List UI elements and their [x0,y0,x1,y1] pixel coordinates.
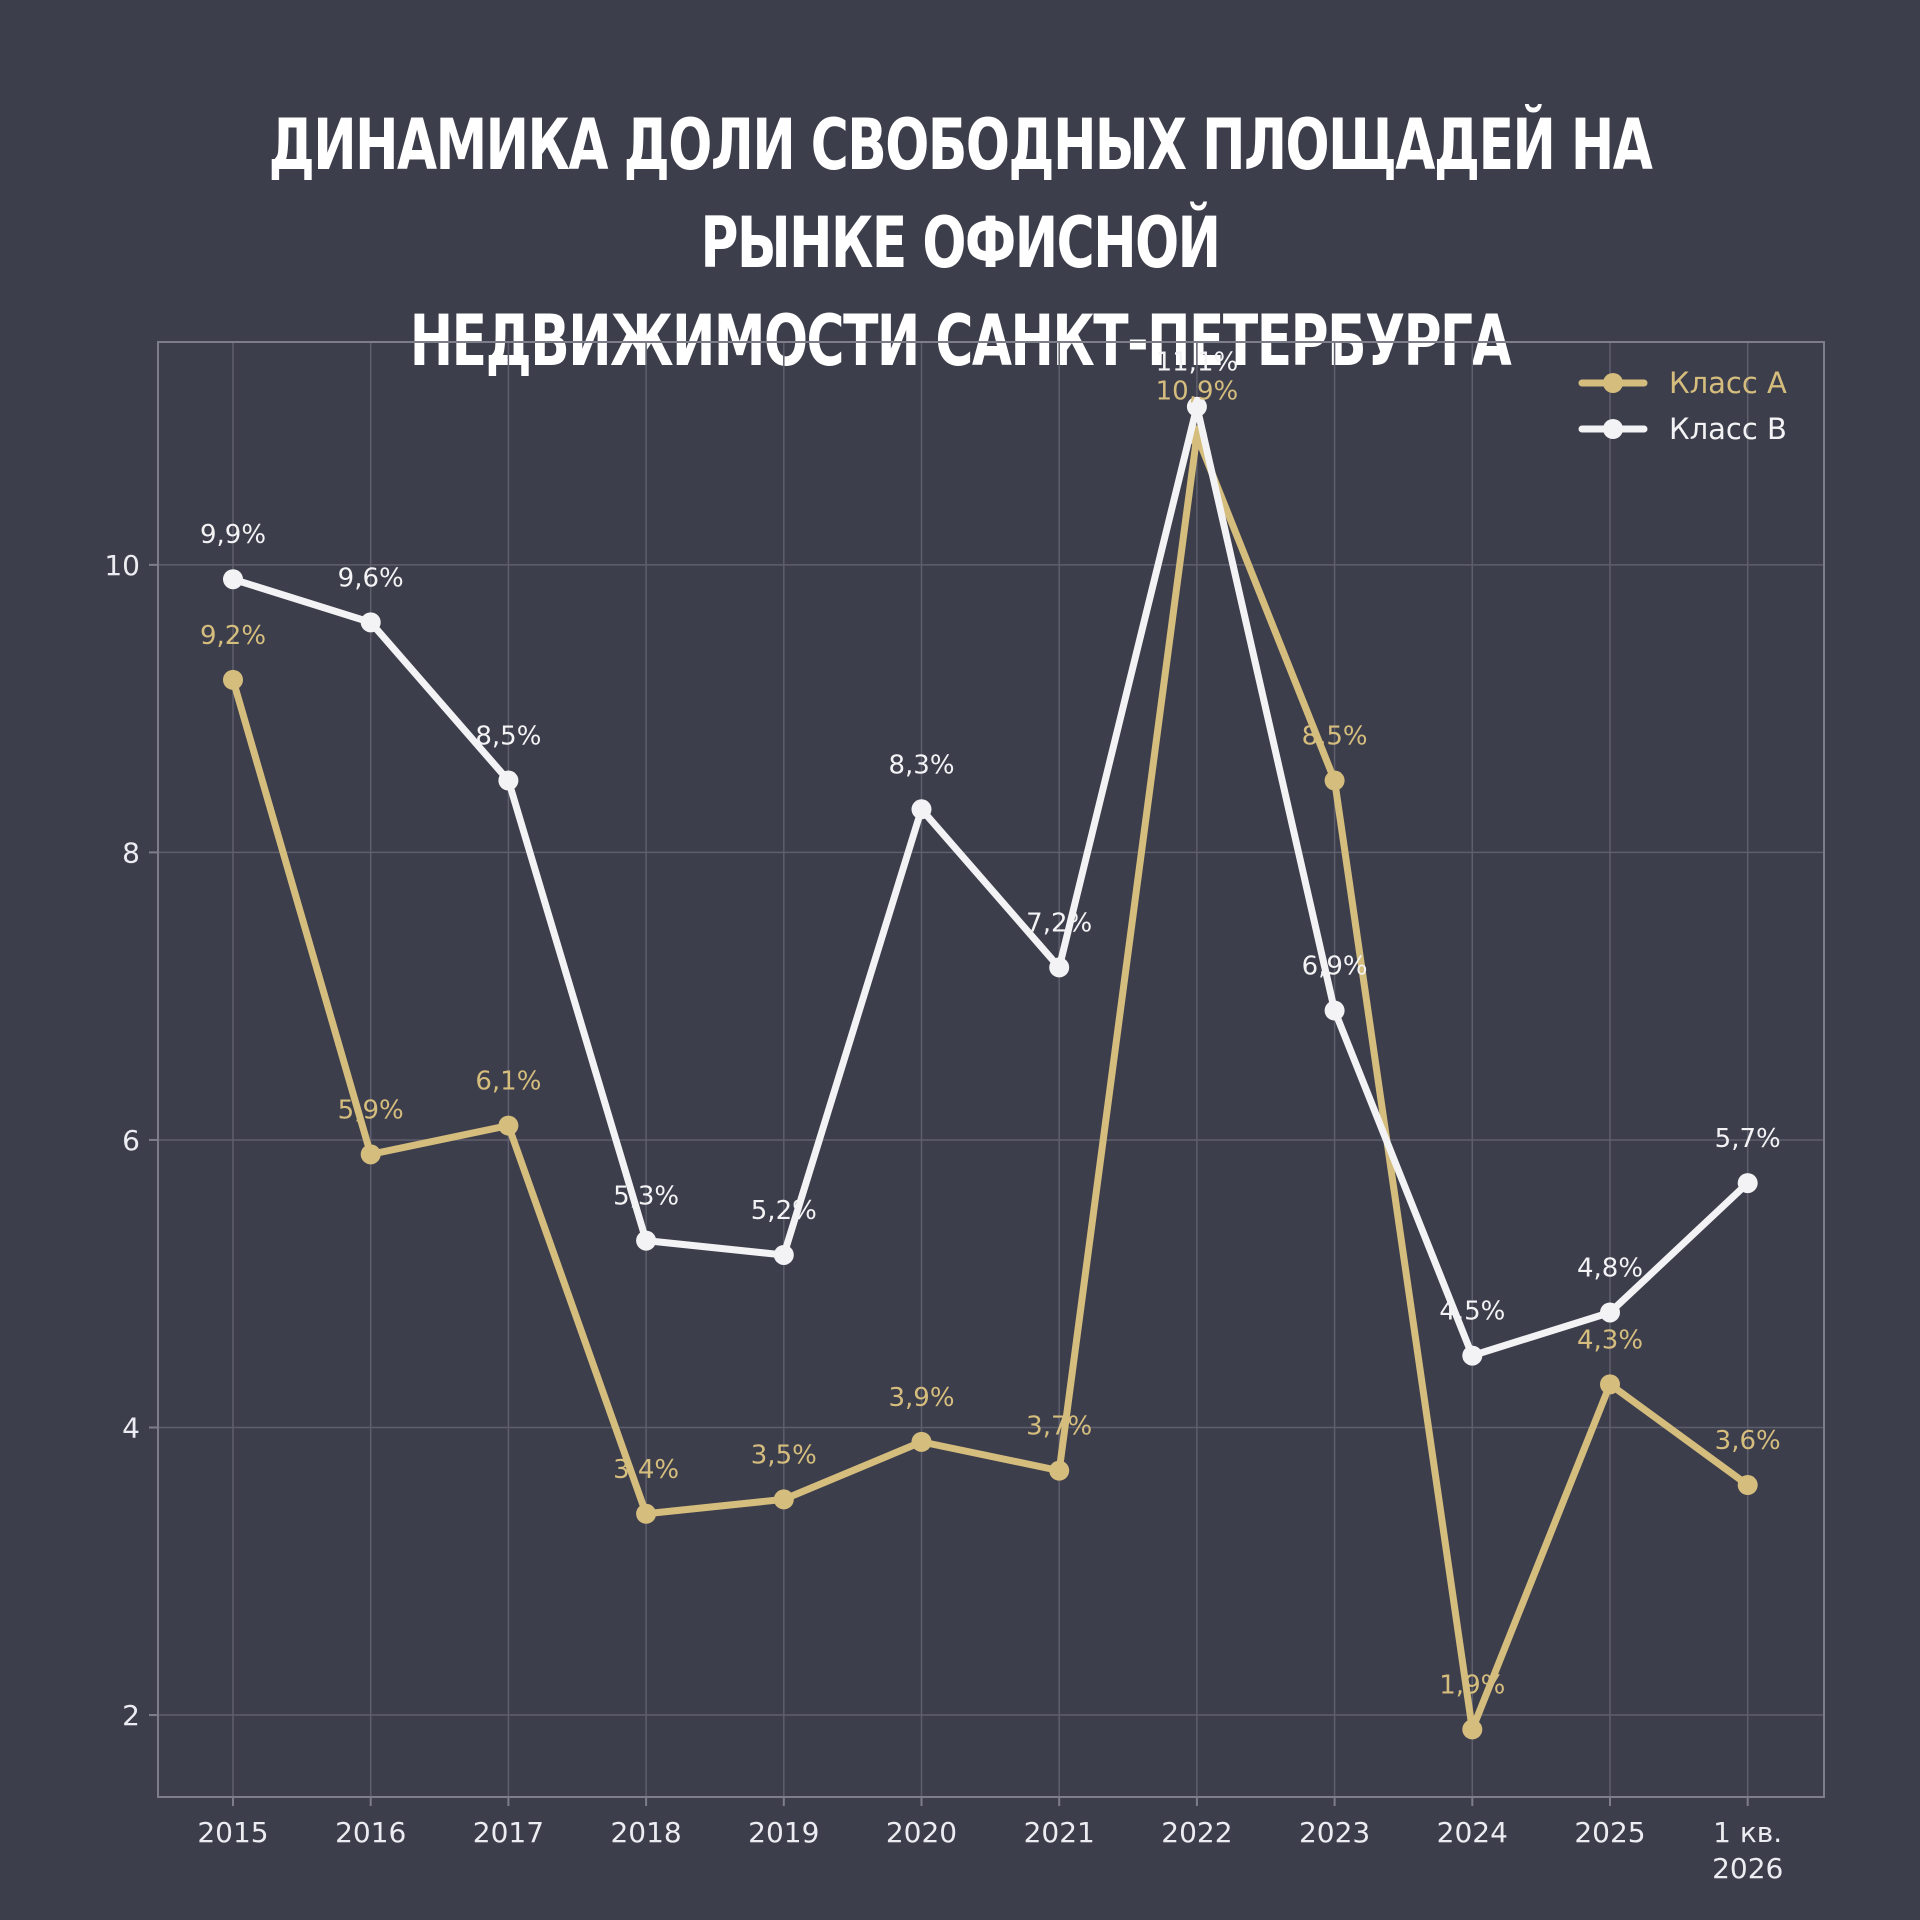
data-point-class-a [1600,1374,1620,1395]
grid [158,342,1824,1797]
x-tick-label: 2025 [1574,1816,1645,1849]
data-point-class-a [223,669,243,690]
x-tick-label: 2026 [1712,1852,1783,1885]
data-label-class-a: 3,5% [751,1440,817,1470]
x-tick-label: 2021 [1024,1816,1095,1849]
data-point-class-b [1600,1302,1620,1323]
data-point-class-b [911,799,932,820]
data-point-class-a [1324,770,1345,791]
data-point-class-a [636,1503,657,1524]
data-label-class-b: 4,5% [1439,1297,1505,1327]
y-tick-label: 8 [122,836,140,869]
x-tick-label: 2017 [473,1816,544,1849]
x-tick-label: 2018 [610,1816,681,1849]
series-lines [223,396,1758,1740]
data-point-class-a [360,1144,381,1165]
data-point-class-b [1737,1173,1758,1194]
data-point-class-b [498,770,519,791]
data-label-class-a: 5,9% [338,1095,404,1125]
data-label-class-b: 9,9% [200,520,266,550]
y-tick-label: 10 [104,549,140,582]
plot-frame [157,341,1825,1798]
y-tick-label: 2 [122,1699,140,1732]
data-point-class-a [1049,1460,1070,1481]
x-tick-label: 2023 [1299,1816,1370,1849]
data-point-class-b [1186,396,1207,417]
data-label-class-b: 8,3% [888,750,954,780]
y-axis: 2 4 6 8 10 [104,549,158,1732]
x-tick-label: 1 кв. [1713,1816,1782,1849]
data-label-class-a: 1,9% [1439,1670,1505,1700]
data-label-class-a: 3,4% [613,1455,679,1485]
data-labels: 9,2% 5,9% 6,1% 3,4% 3,5% 3,9% 3,7% 10,9% 8,5% 1,9… [200,348,1781,1701]
series-line-class-a [229,431,1752,1733]
y-tick-label: 4 [122,1411,140,1444]
legend: Класс А Класс В [1578,366,1787,446]
data-label-class-b: 8,5% [475,722,541,752]
x-tick-label: 2019 [748,1816,819,1849]
data-point-class-b [223,569,243,590]
data-label-class-b: 7,2% [1026,908,1092,938]
data-label-class-a: 3,7% [1026,1412,1092,1442]
data-point-class-b [1049,957,1070,978]
data-label-class-b: 9,6% [338,563,404,593]
data-label-class-b: 5,3% [613,1182,679,1212]
legend-marker [1603,419,1623,439]
data-label-class-b: 6,9% [1302,952,1368,982]
data-point-class-a [911,1431,932,1452]
legend-marker [1603,373,1623,393]
data-point-class-a [1737,1475,1758,1496]
legend-label: Класс А [1669,366,1787,400]
chart-title-line-1: ДИНАМИКА ДОЛИ СВОБОДНЫХ ПЛОЩАДЕЙ НА РЫНК… [268,104,1653,284]
data-label-class-a: 6,1% [475,1067,541,1097]
data-point-class-b [1324,1000,1345,1021]
data-label-class-a: 3,9% [888,1383,954,1413]
data-point-class-b [636,1230,657,1251]
x-tick-label: 2020 [886,1816,957,1849]
data-label-class-b: 5,7% [1715,1124,1781,1154]
data-label-class-a: 9,2% [200,621,266,651]
x-tick-label: 2015 [197,1816,268,1849]
data-point-class-a [773,1489,794,1510]
data-point-class-a [498,1115,519,1136]
data-label-class-a: 3,6% [1715,1426,1781,1456]
x-tick-label: 2022 [1161,1816,1232,1849]
data-point-class-b [1462,1345,1483,1366]
x-tick-label: 2016 [335,1816,406,1849]
data-point-class-b [360,612,381,633]
x-tick-label: 2024 [1437,1816,1508,1849]
data-label-class-b: 4,8% [1577,1253,1643,1283]
series-line-class-b [229,403,1752,1360]
legend-label: Класс В [1669,412,1787,446]
data-label-class-a: 10,9% [1156,376,1239,406]
x-axis: 2015 2016 2017 2018 2019 2020 2021 2022 2023 2024… [197,1797,1783,1885]
data-point-class-a [1462,1719,1483,1740]
y-tick-label: 6 [122,1124,140,1157]
data-point-class-b [773,1244,794,1265]
data-label-class-a: 4,3% [1577,1325,1643,1355]
data-label-class-b: 11,1% [1156,348,1239,378]
data-label-class-b: 5,2% [751,1196,817,1226]
data-label-class-a: 8,5% [1302,722,1368,752]
